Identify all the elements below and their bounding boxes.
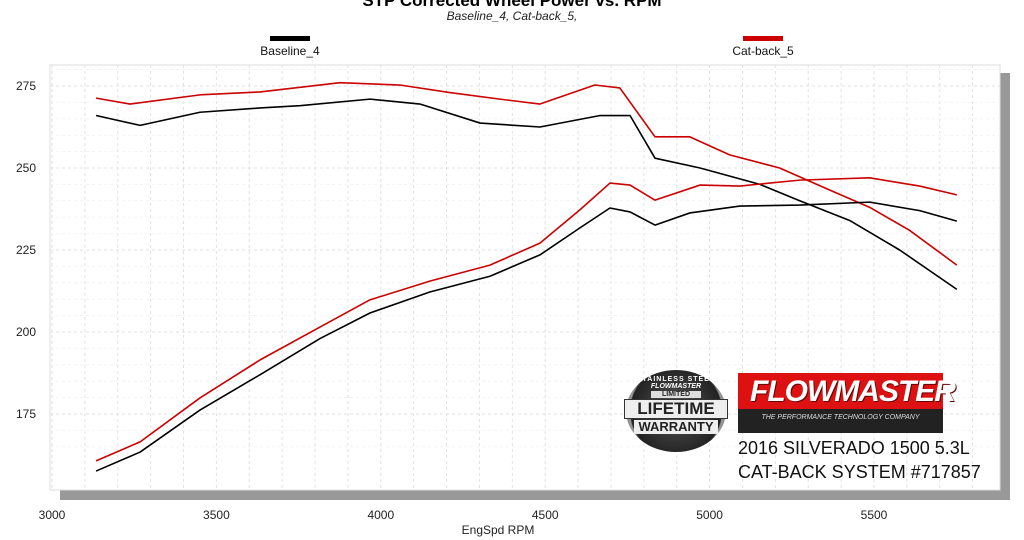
y-tick-label: 275	[16, 79, 36, 93]
x-tick-label: 5000	[696, 508, 723, 522]
flowmaster-logo: FLOWMASTER THE PERFORMANCE TECHNOLOGY COM…	[738, 373, 956, 433]
x-tick-label: 4000	[367, 508, 394, 522]
x-tick-label: 3500	[203, 508, 230, 522]
series-line-1	[95, 81, 958, 266]
y-tick-label: 175	[16, 407, 36, 421]
y-tick-label: 225	[16, 243, 36, 257]
y-tick-label: 200	[16, 325, 36, 339]
legend-label-baseline: Baseline_4	[260, 44, 320, 58]
chart-subtitle: Baseline_4, Cat-back_5,	[446, 9, 578, 23]
series-line-3	[95, 177, 958, 462]
legend-baseline: Baseline_4	[240, 36, 340, 58]
x-tick-label: 3000	[39, 508, 66, 522]
caption-vehicle: 2016 SILVERADO 1500 5.3L	[738, 438, 970, 458]
legend-swatch-baseline	[270, 36, 310, 41]
legend-catback: Cat-back_5	[713, 36, 813, 58]
chart-title: STP Corrected Wheel Power vs. RPM	[362, 0, 662, 10]
x-tick-label: 5500	[861, 508, 888, 522]
x-tick-label: 4500	[532, 508, 559, 522]
lifetime-warranty-logo: STAINLESS STEEL FLOWMASTER LIMITED LIFETIME…	[624, 370, 728, 452]
series-line-2	[95, 201, 958, 472]
y-tick-label: 250	[16, 161, 36, 175]
x-axis-label: EngSpd RPM	[462, 523, 535, 537]
caption-system: CAT-BACK SYSTEM #717857	[738, 462, 981, 482]
legend-swatch-catback	[743, 36, 783, 41]
legend-label-catback: Cat-back_5	[732, 44, 794, 58]
